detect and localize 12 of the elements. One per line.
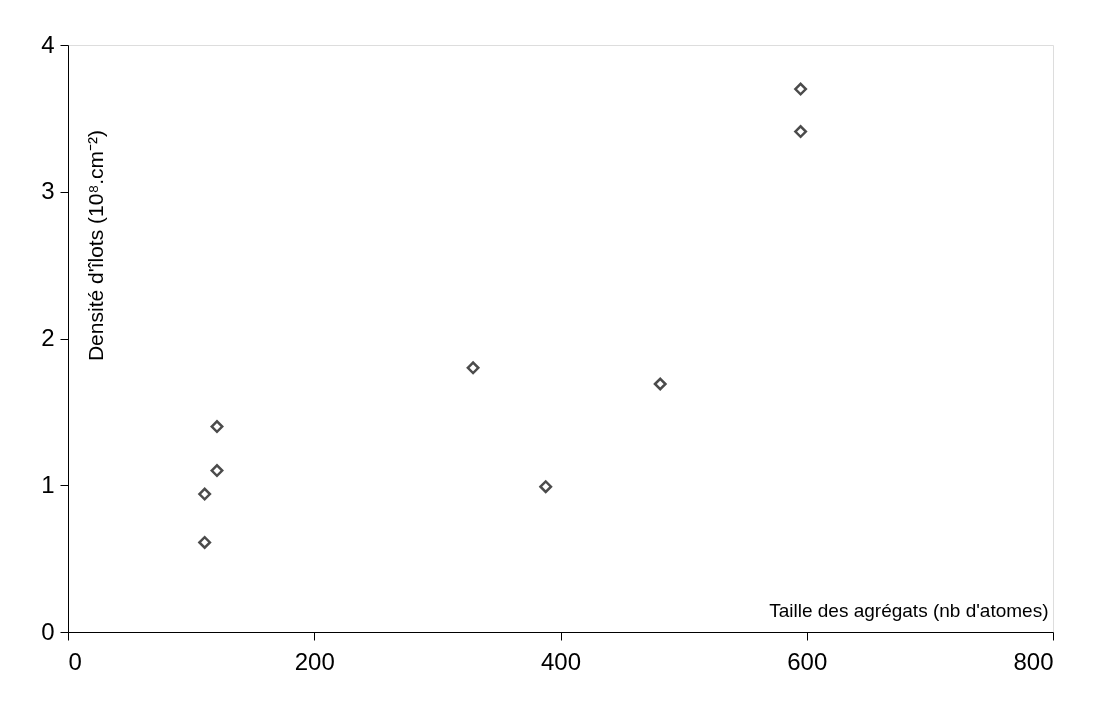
y-tick-label: 4 [41, 30, 55, 58]
x-tick-label: 400 [540, 647, 582, 675]
x-axis-title: Taille des agrégats (nb d'atomes) [769, 599, 1049, 621]
x-tick-label: 0 [68, 647, 82, 675]
y-tick-label: 2 [41, 324, 55, 351]
y-tick-label: 3 [41, 177, 55, 205]
x-tick-label: 200 [294, 647, 335, 675]
y-tick-label: 1 [41, 470, 55, 498]
x-tick-label: 800 [1013, 647, 1054, 675]
y-tick-label: 0 [41, 617, 55, 645]
x-tick-label: 600 [787, 647, 828, 675]
y-axis-title: Densité d'îlots (10⁸.cm⁻²) [83, 129, 107, 362]
